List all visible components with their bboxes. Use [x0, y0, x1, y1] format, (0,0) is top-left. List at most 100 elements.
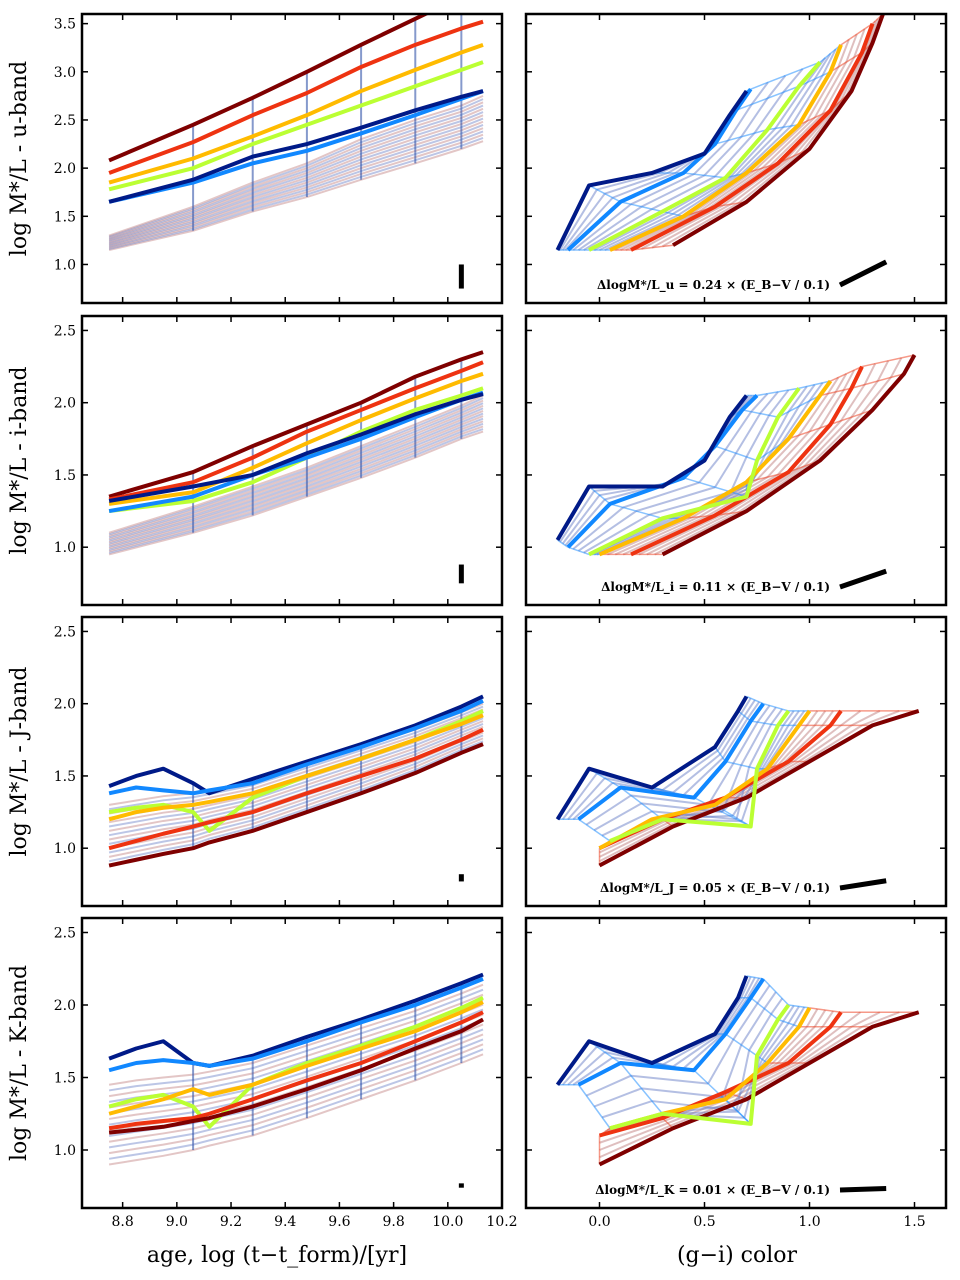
series-highlight-blue: [108, 89, 484, 204]
mesh-line: [559, 189, 598, 251]
mesh-line: [821, 1010, 834, 1028]
mesh-line: [764, 724, 795, 770]
mesh-line: [620, 210, 700, 251]
background-line: [108, 404, 484, 540]
mesh-line: [651, 175, 716, 210]
panel-left-u: 1.0 1.5 2.0 2.5 3.0 3.5 log M*/L - u-band: [7, 12, 504, 305]
mesh-line: [771, 405, 800, 451]
x-tick-label: 9.2: [220, 1214, 242, 1230]
mesh-line: [798, 1025, 853, 1064]
mesh-line: [729, 456, 748, 493]
mesh-line: [599, 212, 674, 251]
background-line: [108, 417, 484, 548]
mesh-line: [798, 724, 853, 763]
mesh-line: [763, 991, 777, 1010]
plot-area: [108, 694, 484, 868]
mesh-line: [622, 515, 708, 556]
y-tick-label: 2.5: [54, 624, 76, 640]
mesh-line: [662, 202, 740, 248]
reddening-annotation: ΔlogM*/L_i = 0.11 × (E_B−V / 0.1): [601, 580, 830, 595]
mesh-rung: [809, 1007, 842, 1013]
mesh-rung: [746, 695, 764, 705]
mesh-line: [761, 724, 790, 770]
mesh-line: [806, 710, 819, 726]
panel-right-K: ΔlogM*/L_K = 0.01 × (E_B−V / 0.1) 0.0 0.5 1…: [524, 916, 948, 1230]
track-orange: [609, 44, 843, 252]
track-yellowgreen: [588, 60, 822, 252]
mesh-line: [779, 400, 811, 445]
mesh-rung: [588, 485, 611, 505]
mesh-rung: [819, 44, 842, 63]
mesh-rung: [742, 409, 779, 418]
axes-frame: [524, 12, 948, 305]
series-highlight-orange: [108, 371, 484, 506]
mesh-line: [572, 203, 632, 251]
mesh-line: [740, 976, 752, 999]
mesh-rung: [830, 51, 863, 73]
background-line: [108, 120, 484, 245]
mesh-line: [672, 753, 721, 794]
mesh-line: [732, 1002, 759, 1040]
plot-area: [555, 354, 917, 557]
series-highlight-darkred: [108, 350, 484, 499]
reddening-vector: [839, 568, 888, 590]
mesh-rung: [725, 760, 758, 770]
series-highlight-orange: [108, 1000, 484, 1116]
y-axis-label: log M*/L - J-band: [7, 666, 32, 856]
mesh-line: [756, 704, 771, 723]
background-line: [108, 422, 484, 551]
mesh-line: [792, 1006, 806, 1026]
y-tick-label: 1.5: [54, 769, 76, 785]
background-line: [108, 94, 484, 237]
mesh-line: [567, 777, 606, 820]
series-highlight-red: [108, 360, 484, 502]
mesh-line: [889, 357, 903, 378]
mesh-rung: [714, 746, 727, 762]
mesh-rung: [737, 710, 752, 722]
track-darkred: [661, 354, 917, 557]
mesh-rung: [777, 1018, 800, 1028]
mesh-line: [732, 721, 759, 764]
mesh-rung: [762, 978, 790, 1006]
mesh-line: [572, 506, 624, 550]
background-line: [108, 107, 484, 241]
mesh-line: [782, 1026, 824, 1064]
mesh-line: [721, 1044, 743, 1098]
background-line: [108, 127, 484, 247]
mesh-rung: [788, 423, 831, 440]
mesh-line: [792, 710, 806, 726]
mesh-line: [738, 462, 813, 513]
y-tick-label: 2.0: [54, 396, 76, 412]
background-line: [108, 117, 484, 244]
mesh-line: [682, 757, 724, 796]
mesh-line: [745, 414, 770, 458]
mesh-line: [750, 81, 769, 105]
mesh-line: [730, 465, 805, 515]
mesh-line: [630, 173, 695, 206]
mesh-line: [770, 997, 784, 1015]
mesh-rung: [819, 387, 852, 397]
mesh-line: [840, 710, 862, 727]
mesh-line: [758, 1020, 785, 1059]
mesh-line: [622, 481, 700, 509]
y-tick-label: 1.5: [54, 468, 76, 484]
track-orange: [598, 379, 833, 557]
mesh-line: [735, 760, 800, 799]
mesh-rung: [788, 1004, 810, 1009]
x-tick-label: 1.0: [798, 1214, 820, 1230]
mesh-rung: [588, 184, 621, 203]
plot-area: [555, 695, 920, 868]
plot-area: [108, 350, 484, 556]
mesh-rung: [567, 546, 590, 556]
axes-frame: [524, 615, 948, 908]
mesh-line: [863, 363, 877, 386]
mesh-line: [722, 997, 749, 1035]
mesh-line: [593, 802, 642, 832]
mesh-line: [764, 1024, 795, 1062]
mesh-line: [727, 103, 753, 141]
track-red: [598, 1011, 843, 1138]
mesh-line: [813, 52, 832, 80]
mesh-line: [651, 203, 732, 249]
mesh-line: [821, 710, 834, 726]
mesh-line: [866, 18, 879, 49]
